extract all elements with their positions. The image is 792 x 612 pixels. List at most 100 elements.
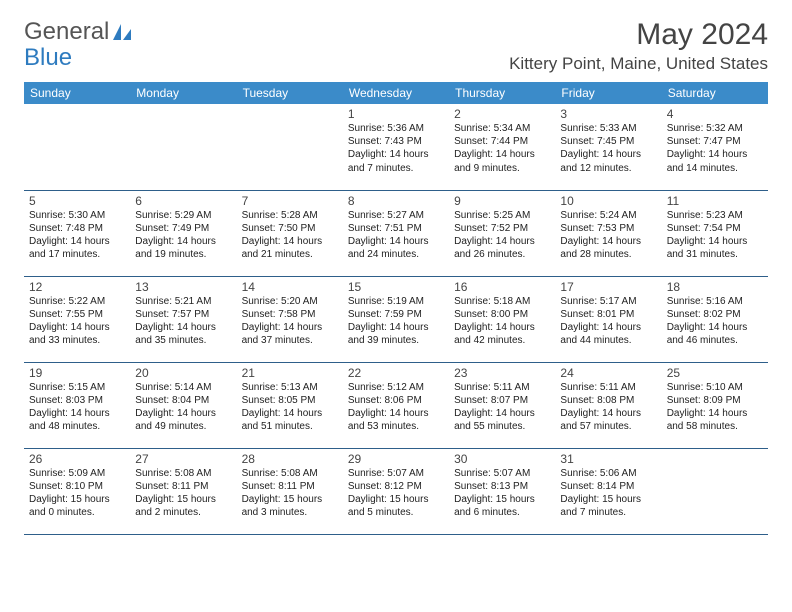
day-header: Monday <box>130 82 236 104</box>
daylight-text: Daylight: 14 hours and 48 minutes. <box>29 407 126 433</box>
day-number: 5 <box>29 194 126 208</box>
page-title: May 2024 <box>509 18 768 52</box>
daylight-text: Daylight: 14 hours and 44 minutes. <box>560 321 657 347</box>
cell-details: Sunrise: 5:15 AMSunset: 8:03 PMDaylight:… <box>29 381 126 434</box>
daylight-text: Daylight: 15 hours and 0 minutes. <box>29 493 126 519</box>
sunrise-text: Sunrise: 5:12 AM <box>348 381 445 394</box>
sunset-text: Sunset: 8:00 PM <box>454 308 551 321</box>
day-number: 21 <box>242 366 339 380</box>
calendar-cell: 15Sunrise: 5:19 AMSunset: 7:59 PMDayligh… <box>343 276 449 362</box>
day-number: 13 <box>135 280 232 294</box>
sunrise-text: Sunrise: 5:33 AM <box>560 122 657 135</box>
calendar-cell: 27Sunrise: 5:08 AMSunset: 8:11 PMDayligh… <box>130 448 236 534</box>
sunrise-text: Sunrise: 5:25 AM <box>454 209 551 222</box>
calendar-cell: 11Sunrise: 5:23 AMSunset: 7:54 PMDayligh… <box>662 190 768 276</box>
sunset-text: Sunset: 7:49 PM <box>135 222 232 235</box>
sunset-text: Sunset: 8:07 PM <box>454 394 551 407</box>
sunrise-text: Sunrise: 5:09 AM <box>29 467 126 480</box>
sunrise-text: Sunrise: 5:30 AM <box>29 209 126 222</box>
sunrise-text: Sunrise: 5:07 AM <box>454 467 551 480</box>
sunset-text: Sunset: 7:55 PM <box>29 308 126 321</box>
daylight-text: Daylight: 14 hours and 19 minutes. <box>135 235 232 261</box>
day-number: 18 <box>667 280 764 294</box>
location-text: Kittery Point, Maine, United States <box>509 54 768 74</box>
sunset-text: Sunset: 8:05 PM <box>242 394 339 407</box>
day-number: 19 <box>29 366 126 380</box>
sunset-text: Sunset: 7:48 PM <box>29 222 126 235</box>
sunrise-text: Sunrise: 5:20 AM <box>242 295 339 308</box>
sunrise-text: Sunrise: 5:11 AM <box>560 381 657 394</box>
daylight-text: Daylight: 14 hours and 9 minutes. <box>454 148 551 174</box>
sunset-text: Sunset: 8:11 PM <box>242 480 339 493</box>
cell-details: Sunrise: 5:23 AMSunset: 7:54 PMDaylight:… <box>667 209 764 262</box>
sunrise-text: Sunrise: 5:10 AM <box>667 381 764 394</box>
calendar-cell: 20Sunrise: 5:14 AMSunset: 8:04 PMDayligh… <box>130 362 236 448</box>
sunset-text: Sunset: 8:03 PM <box>29 394 126 407</box>
calendar-cell <box>24 104 130 190</box>
calendar-cell: 14Sunrise: 5:20 AMSunset: 7:58 PMDayligh… <box>237 276 343 362</box>
sunrise-text: Sunrise: 5:11 AM <box>454 381 551 394</box>
calendar-cell <box>237 104 343 190</box>
daylight-text: Daylight: 14 hours and 57 minutes. <box>560 407 657 433</box>
day-number: 27 <box>135 452 232 466</box>
calendar-cell: 24Sunrise: 5:11 AMSunset: 8:08 PMDayligh… <box>555 362 661 448</box>
sunrise-text: Sunrise: 5:24 AM <box>560 209 657 222</box>
sunrise-text: Sunrise: 5:07 AM <box>348 467 445 480</box>
daylight-text: Daylight: 14 hours and 31 minutes. <box>667 235 764 261</box>
daylight-text: Daylight: 14 hours and 49 minutes. <box>135 407 232 433</box>
cell-details: Sunrise: 5:06 AMSunset: 8:14 PMDaylight:… <box>560 467 657 520</box>
calendar-cell: 17Sunrise: 5:17 AMSunset: 8:01 PMDayligh… <box>555 276 661 362</box>
sunset-text: Sunset: 8:02 PM <box>667 308 764 321</box>
day-number: 23 <box>454 366 551 380</box>
day-header: Friday <box>555 82 661 104</box>
calendar-cell: 23Sunrise: 5:11 AMSunset: 8:07 PMDayligh… <box>449 362 555 448</box>
daylight-text: Daylight: 14 hours and 33 minutes. <box>29 321 126 347</box>
sunrise-text: Sunrise: 5:34 AM <box>454 122 551 135</box>
header: General May 2024 Kittery Point, Maine, U… <box>24 18 768 74</box>
day-number: 8 <box>348 194 445 208</box>
sunset-text: Sunset: 7:43 PM <box>348 135 445 148</box>
sunset-text: Sunset: 8:08 PM <box>560 394 657 407</box>
calendar-cell: 28Sunrise: 5:08 AMSunset: 8:11 PMDayligh… <box>237 448 343 534</box>
calendar-row: 19Sunrise: 5:15 AMSunset: 8:03 PMDayligh… <box>24 362 768 448</box>
day-number: 26 <box>29 452 126 466</box>
sunset-text: Sunset: 7:53 PM <box>560 222 657 235</box>
cell-details: Sunrise: 5:13 AMSunset: 8:05 PMDaylight:… <box>242 381 339 434</box>
cell-details: Sunrise: 5:07 AMSunset: 8:12 PMDaylight:… <box>348 467 445 520</box>
day-number: 7 <box>242 194 339 208</box>
calendar-table: SundayMondayTuesdayWednesdayThursdayFrid… <box>24 82 768 535</box>
sails-icon <box>111 22 133 42</box>
day-number: 3 <box>560 107 657 121</box>
cell-details: Sunrise: 5:10 AMSunset: 8:09 PMDaylight:… <box>667 381 764 434</box>
day-number: 10 <box>560 194 657 208</box>
cell-details: Sunrise: 5:20 AMSunset: 7:58 PMDaylight:… <box>242 295 339 348</box>
brand-part2: Blue <box>24 44 72 72</box>
sunset-text: Sunset: 7:44 PM <box>454 135 551 148</box>
daylight-text: Daylight: 15 hours and 3 minutes. <box>242 493 339 519</box>
calendar-row: 26Sunrise: 5:09 AMSunset: 8:10 PMDayligh… <box>24 448 768 534</box>
cell-details: Sunrise: 5:29 AMSunset: 7:49 PMDaylight:… <box>135 209 232 262</box>
cell-details: Sunrise: 5:21 AMSunset: 7:57 PMDaylight:… <box>135 295 232 348</box>
sunset-text: Sunset: 7:59 PM <box>348 308 445 321</box>
cell-details: Sunrise: 5:11 AMSunset: 8:07 PMDaylight:… <box>454 381 551 434</box>
cell-details: Sunrise: 5:36 AMSunset: 7:43 PMDaylight:… <box>348 122 445 175</box>
sunset-text: Sunset: 7:51 PM <box>348 222 445 235</box>
day-header-row: SundayMondayTuesdayWednesdayThursdayFrid… <box>24 82 768 104</box>
calendar-cell <box>662 448 768 534</box>
day-number: 20 <box>135 366 232 380</box>
logo: General <box>24 18 133 46</box>
calendar-cell: 19Sunrise: 5:15 AMSunset: 8:03 PMDayligh… <box>24 362 130 448</box>
daylight-text: Daylight: 14 hours and 42 minutes. <box>454 321 551 347</box>
sunrise-text: Sunrise: 5:19 AM <box>348 295 445 308</box>
sunset-text: Sunset: 8:01 PM <box>560 308 657 321</box>
day-number: 24 <box>560 366 657 380</box>
cell-details: Sunrise: 5:12 AMSunset: 8:06 PMDaylight:… <box>348 381 445 434</box>
cell-details: Sunrise: 5:16 AMSunset: 8:02 PMDaylight:… <box>667 295 764 348</box>
cell-details: Sunrise: 5:18 AMSunset: 8:00 PMDaylight:… <box>454 295 551 348</box>
sunset-text: Sunset: 8:04 PM <box>135 394 232 407</box>
day-number: 29 <box>348 452 445 466</box>
calendar-cell: 10Sunrise: 5:24 AMSunset: 7:53 PMDayligh… <box>555 190 661 276</box>
day-number: 31 <box>560 452 657 466</box>
sunrise-text: Sunrise: 5:17 AM <box>560 295 657 308</box>
calendar-row: 5Sunrise: 5:30 AMSunset: 7:48 PM Daylight… <box>24 190 768 276</box>
